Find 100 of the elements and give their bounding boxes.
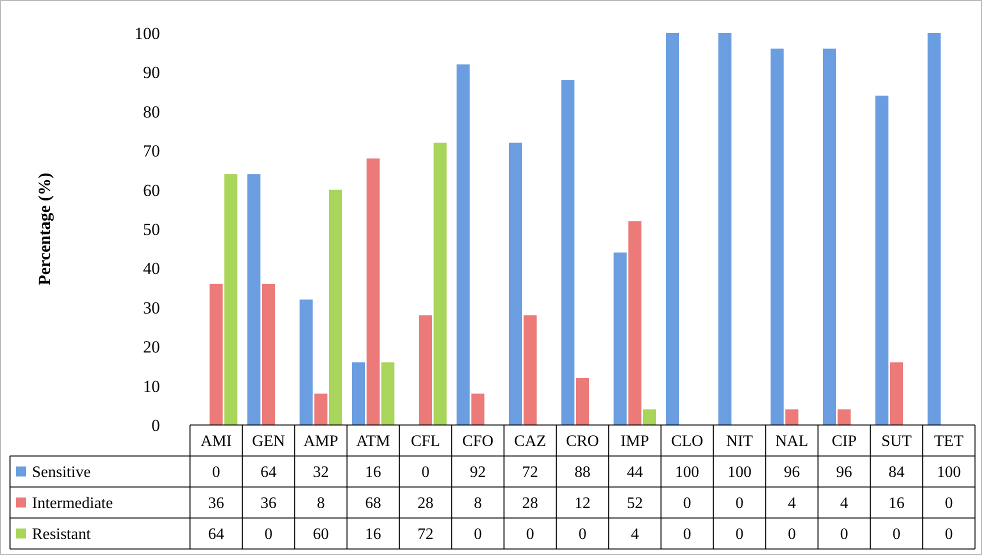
- bar: [314, 394, 328, 425]
- data-label: 0: [736, 526, 744, 544]
- data-label: 0: [264, 526, 272, 544]
- bar: [434, 142, 447, 425]
- legend-label: Intermediate: [32, 495, 113, 512]
- data-label: 0: [683, 526, 692, 544]
- bar: [328, 190, 342, 425]
- x-tick-label: CFL: [410, 433, 440, 450]
- y-tick-label: 0: [152, 416, 160, 435]
- x-tick-label: SUT: [881, 433, 912, 450]
- data-label: 0: [736, 495, 744, 512]
- data-label: 4: [840, 495, 848, 512]
- data-label: 0: [788, 526, 796, 544]
- bar: [875, 96, 888, 425]
- x-tick-label: AMI: [200, 433, 232, 450]
- data-label: 16: [888, 495, 904, 512]
- data-label: 96: [784, 464, 800, 482]
- data-label: 8: [474, 495, 482, 512]
- bar: [381, 362, 394, 425]
- x-tick-label: CAZ: [514, 433, 546, 450]
- y-tick-label: 100: [134, 24, 160, 43]
- bar: [576, 378, 590, 425]
- bar: [262, 284, 276, 425]
- data-label: 64: [260, 464, 276, 482]
- bar: [666, 33, 680, 425]
- bar: [785, 409, 798, 425]
- data-label: 100: [936, 464, 961, 482]
- x-tick-label: NAL: [775, 433, 808, 450]
- y-tick-label: 60: [143, 180, 160, 200]
- bar: [366, 158, 380, 425]
- x-tick-label: CFO: [462, 433, 494, 450]
- data-label: 0: [422, 464, 430, 482]
- bar: [628, 221, 642, 425]
- y-tick-label: 90: [143, 63, 160, 82]
- data-label: 36: [260, 495, 276, 512]
- y-tick-label: 50: [143, 220, 160, 239]
- y-tick-label: 30: [143, 298, 160, 318]
- legend-label: Resistant: [32, 526, 92, 544]
- bar: [822, 48, 836, 425]
- legend-label: Sensitive: [32, 464, 91, 482]
- data-label: 4: [788, 495, 796, 512]
- data-label: 12: [574, 495, 590, 512]
- data-label: 100: [728, 464, 752, 482]
- bar: [642, 409, 656, 425]
- data-label: 52: [626, 495, 643, 512]
- bar: [247, 174, 260, 425]
- data-label: 64: [208, 526, 224, 544]
- x-tick-label: IMP: [620, 433, 650, 450]
- data-label: 0: [683, 495, 692, 512]
- data-label: 0: [578, 526, 586, 544]
- data-label: 0: [892, 526, 900, 544]
- bar: [928, 33, 941, 425]
- x-tick-label: ATM: [356, 433, 390, 450]
- bar: [210, 284, 223, 425]
- bar: [890, 362, 904, 425]
- data-label: 36: [208, 495, 224, 512]
- y-tick-label: 40: [143, 259, 160, 278]
- bar: [561, 80, 574, 425]
- data-label: 0: [944, 526, 953, 544]
- data-label: 72: [418, 526, 434, 544]
- bar: [770, 48, 784, 425]
- bar: [224, 174, 238, 425]
- y-tick-label: 10: [143, 376, 160, 396]
- x-tick-label: NIT: [726, 433, 754, 450]
- x-tick-label: GEN: [252, 433, 286, 450]
- bar: [471, 394, 484, 425]
- data-label: 60: [312, 526, 329, 544]
- data-label: 0: [474, 526, 482, 544]
- x-tick-label: CRO: [566, 433, 599, 450]
- data-label: 96: [836, 464, 852, 482]
- data-label: 0: [840, 526, 848, 544]
- data-label: 4: [630, 526, 639, 544]
- data-label: 0: [526, 526, 534, 544]
- bar: [300, 300, 313, 425]
- y-tick-label: 80: [143, 102, 160, 122]
- x-tick-label: CIP: [832, 433, 857, 450]
- data-label: 84: [888, 464, 904, 482]
- data-label: 72: [522, 464, 538, 482]
- data-label: 92: [470, 464, 486, 482]
- y-tick-label: 20: [143, 338, 160, 357]
- data-label: 28: [418, 495, 434, 512]
- data-label: 100: [675, 464, 700, 482]
- x-tick-label: CLO: [671, 433, 704, 450]
- bar: [838, 409, 851, 425]
- bar: [456, 64, 470, 425]
- bar: [524, 315, 537, 425]
- y-tick-label: 70: [143, 142, 160, 161]
- data-label: 16: [365, 464, 382, 482]
- data-label: 0: [212, 464, 220, 482]
- data-label: 88: [574, 464, 590, 482]
- bar: [418, 315, 432, 425]
- bar: [718, 33, 732, 425]
- data-label: 68: [365, 495, 382, 512]
- data-label: 0: [944, 495, 953, 512]
- data-label: 28: [522, 495, 538, 512]
- data-label: 8: [316, 495, 325, 512]
- bar: [352, 362, 366, 425]
- bar: [614, 252, 627, 425]
- bar: [508, 142, 522, 425]
- x-tick-label: AMP: [303, 433, 338, 450]
